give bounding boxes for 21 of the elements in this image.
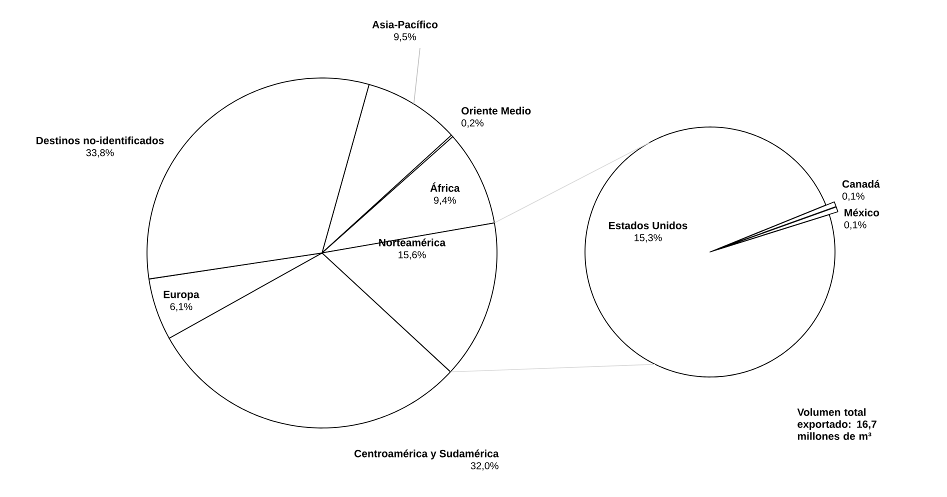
text: Volumen total exportado: 16,7 millones de m³ (797, 408, 876, 440)
data-label: 15,3% (634, 234, 662, 242)
slice-label: México (844, 208, 880, 216)
data-label: 6,1% (170, 303, 192, 312)
slice-label: Centroamérica y Sudamérica (354, 450, 499, 460)
data-label: 33,8% (86, 149, 114, 158)
slice-label: África (430, 182, 460, 192)
slice-label: Canadá (842, 180, 880, 188)
slice-label: Destinos no-identificados (36, 136, 164, 144)
slice-label: Estados Unidos (609, 222, 688, 230)
data-label: 9,5% (394, 33, 416, 42)
data-label: 32,0% (470, 462, 498, 470)
data-label: 0,1% (844, 221, 866, 230)
slice-label: Europa (164, 290, 200, 300)
data-label: 9,4% (434, 196, 456, 205)
data-label: 15,6% (398, 251, 426, 260)
slice-label: Oriente Medio (462, 106, 531, 115)
data-label: 0,2% (462, 119, 484, 128)
slice-label: Norteamérica (379, 238, 446, 246)
slice-label: Asia-Pacífico (372, 20, 438, 28)
data-label: 0,1% (842, 192, 864, 201)
